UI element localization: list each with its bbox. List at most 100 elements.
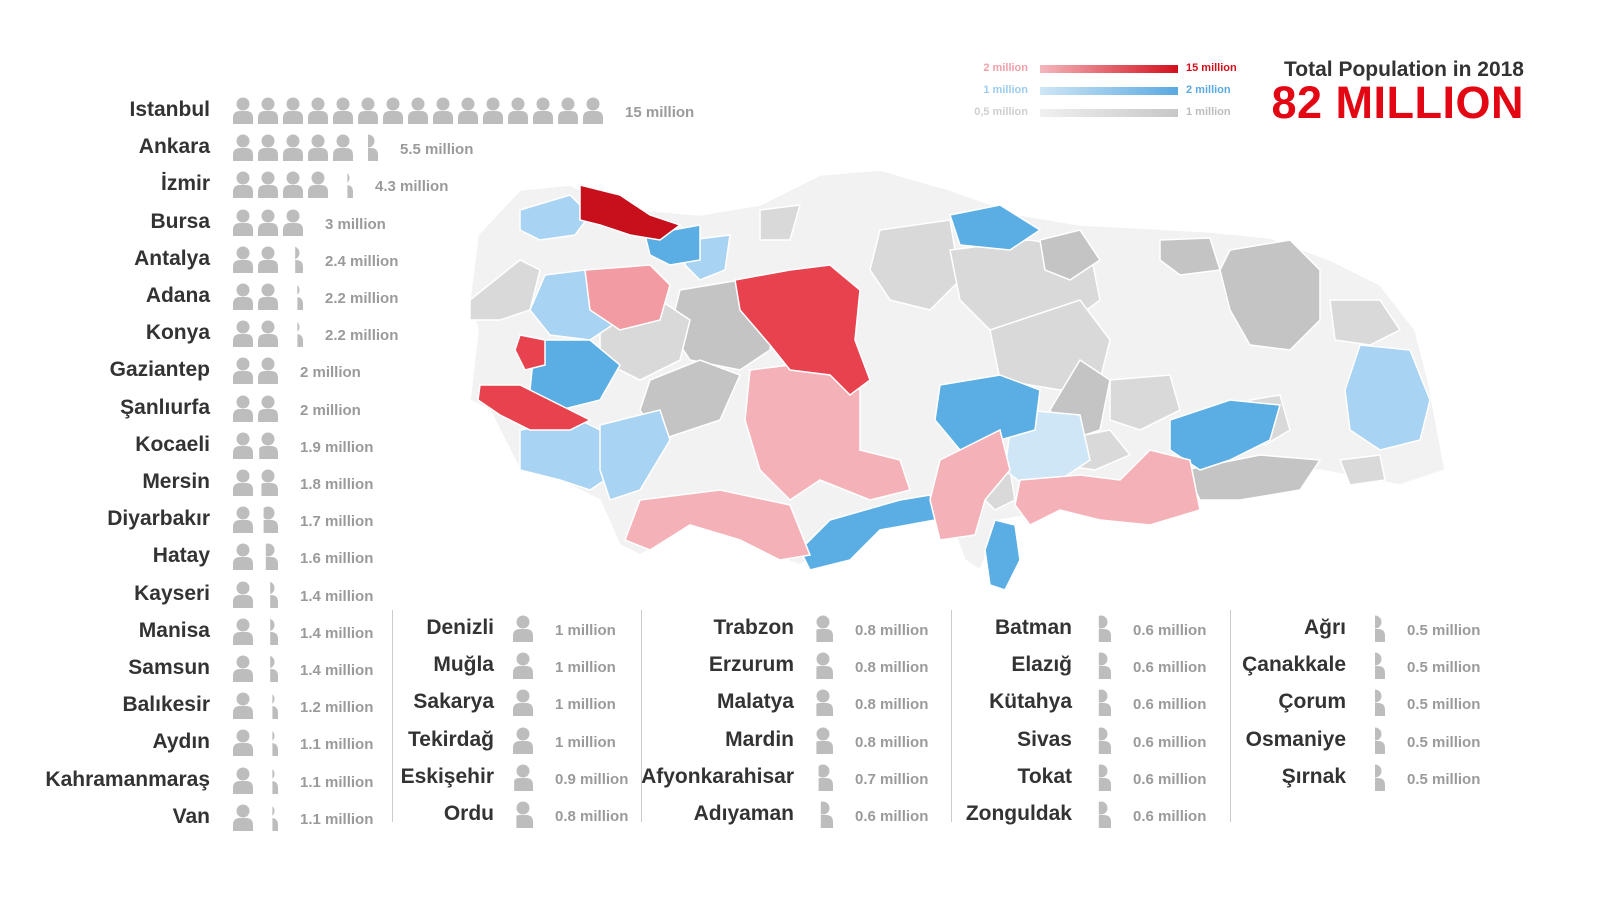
province-value: 15 million [625,104,695,121]
person-pictogram [1364,688,1389,718]
province-row: Mersin 1.8 million [0,468,1600,498]
person-icon [820,801,833,828]
person-pictogram [512,726,537,756]
person-icon [233,469,253,496]
province-value: 0.8 million [855,622,929,639]
map-province-region [599,409,671,501]
province-name: Malatya [716,690,794,714]
province-value: 1 million [555,659,616,677]
legend-min-label: 1 million [983,84,1028,96]
province-name: Tokat [1017,764,1072,788]
person-icon [1375,689,1385,717]
province-value: 2 million [300,401,361,419]
person-icon [1098,727,1111,754]
person-pictogram [1364,614,1389,644]
province-name: Erzurum [708,653,794,677]
province-name: Eskişehir [400,764,494,788]
province-row: Eskişehir 0.9 million [0,763,1600,793]
person-icon [272,694,278,720]
map-province-region [734,264,871,396]
person-icon [233,246,253,273]
province-row: Elazığ 0.6 million [0,651,1600,681]
map-province-region [1219,239,1321,351]
person-icon [583,97,603,124]
province-row: Manisa 1.4 million [0,617,1600,647]
province-row: Ankara 5.5 million [0,133,1600,163]
map-province-region [1329,299,1402,346]
person-pictogram [1090,726,1115,756]
person-pictogram [1364,651,1389,681]
column-divider [951,610,952,822]
province-row: Konya 2.2 million [0,319,1600,349]
map-province-region [1338,454,1386,486]
person-icon [283,171,303,199]
person-icon [233,581,253,608]
province-name: Batman [994,616,1072,639]
province-value: 0.6 million [1133,696,1207,714]
map-province-region [984,519,1021,591]
person-icon [272,806,278,831]
person-pictogram [812,688,837,718]
person-icon [258,395,278,422]
province-row: Van 1.1 million [0,803,1600,833]
person-pictogram [512,800,537,830]
province-row: Kahramanmaraş 1.1 million [0,766,1600,796]
province-value: 0.6 million [1133,808,1207,825]
map-province-region [514,334,546,371]
person-pictogram [812,614,837,644]
province-name: Hatay [152,544,210,568]
province-value: 0.5 million [1407,659,1481,677]
person-icon [358,97,378,124]
province-row: İzmir 4.3 million [0,170,1600,200]
map-province-region [584,264,671,331]
person-icon [1098,652,1111,680]
province-name: Samsun [128,656,210,679]
province-value: 1.1 million [300,773,374,791]
person-icon [233,692,253,720]
person-pictogram [512,651,537,681]
province-name: Bursa [150,209,210,233]
person-icon [513,727,533,754]
person-icon [258,134,278,162]
province-name: Ağrı [1304,616,1346,639]
province-value: 0.8 million [855,733,929,751]
province-row: Zonguldak 0.6 million [0,800,1600,830]
legend-gradient-bar [1040,87,1178,95]
province-value: 4.3 million [375,178,449,196]
person-icon [308,171,328,199]
header-title: Total Population in 2018 [1284,58,1524,81]
province-name: Balıkesir [122,693,210,717]
person-icon [818,764,833,791]
map-province-region [639,359,742,441]
province-value: 1.8 million [300,476,374,493]
map-province-region [1109,374,1181,431]
province-value: 0.8 million [855,696,929,714]
province-row: Kayseri 1.4 million [0,580,1600,610]
person-pictogram [812,651,837,681]
person-pictogram [232,580,282,610]
person-icon [516,801,533,828]
person-pictogram [512,688,537,718]
province-row: Balıkesir 1.2 million [0,691,1600,721]
person-pictogram [232,96,607,126]
person-icon [333,134,353,162]
province-value: 0.7 million [855,770,929,788]
province-value: 2.2 million [325,290,399,307]
province-name: Denizli [426,616,494,639]
province-value: 0.9 million [555,770,629,788]
person-icon [508,97,528,124]
person-pictogram [232,617,282,647]
legend-max-label: 15 million [1186,62,1237,74]
legend-min-label: 2 million [983,62,1028,74]
province-row: Kütahya 0.6 million [0,688,1600,718]
province-name: Tekirdağ [408,727,494,751]
legend-min-label: 0,5 million [974,106,1028,118]
province-name: Ankara [138,135,210,159]
province-value: 2.2 million [325,327,399,345]
province-value: 1.1 million [300,736,374,754]
province-name: Diyarbakır [107,507,210,531]
person-pictogram [1364,763,1389,793]
map-province-region [759,204,802,241]
province-name: Kahramanmaraş [45,767,210,791]
